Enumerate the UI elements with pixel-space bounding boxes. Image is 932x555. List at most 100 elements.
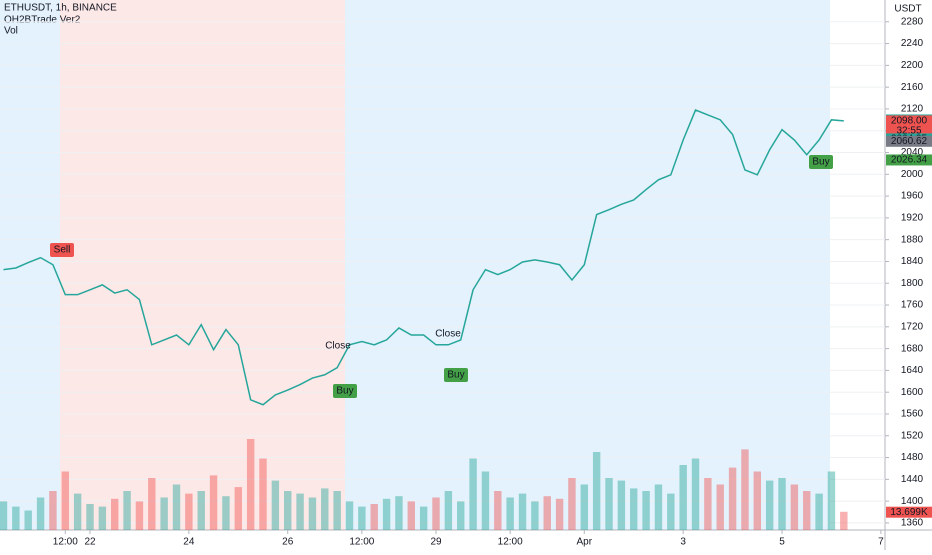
volume-bar	[679, 465, 687, 530]
volume-bar	[49, 491, 57, 530]
volume-bar	[592, 452, 601, 530]
volume-bar	[36, 497, 45, 530]
y-tick-label: 1480	[901, 452, 924, 463]
price-label: 13.699K	[890, 507, 928, 518]
volume-bar	[321, 488, 329, 530]
price-label: 2026.34	[891, 155, 928, 166]
volume-bar	[642, 491, 650, 530]
price-label-sub: 32:55	[896, 126, 921, 137]
volume-bar	[358, 506, 366, 530]
volume-bar	[111, 498, 119, 530]
bg-zone	[60, 0, 345, 530]
x-tick-label: 22	[84, 537, 96, 548]
volume-bar	[296, 493, 304, 530]
indicator: OH2BTrade Ver2	[4, 15, 81, 26]
price-label: 2098.00	[891, 116, 928, 127]
volume-bar	[765, 480, 774, 530]
y-tick-label: 2240	[901, 38, 924, 49]
volume-bar	[444, 491, 453, 530]
price-label-bg	[886, 115, 932, 138]
volume-bar	[803, 491, 811, 530]
volume-bar	[667, 493, 675, 530]
y-tick-label: 1600	[901, 387, 924, 398]
signal-label: Buy	[336, 386, 353, 397]
volume-bar	[543, 496, 551, 530]
bg-zone	[0, 0, 60, 530]
y-tick-label: 2040	[901, 147, 924, 158]
signal-label: Buy	[447, 370, 464, 381]
y-tick-label: 1440	[901, 474, 924, 485]
x-tick-label: 24	[183, 537, 195, 548]
bg-zone	[345, 0, 830, 530]
y-tick-label: 2120	[901, 104, 924, 115]
y-tick-label: 1680	[901, 343, 924, 354]
y-tick-label: 1360	[901, 518, 924, 529]
volume-bar	[691, 458, 700, 530]
volume-bar	[494, 491, 502, 530]
indicator: Vol	[4, 26, 18, 37]
volume-bar	[506, 497, 514, 530]
x-tick-label: 26	[282, 537, 294, 548]
x-tick-label: 12:00	[498, 537, 523, 548]
volume-bar	[123, 491, 131, 530]
volume-bar	[432, 497, 440, 530]
volume-bar	[73, 493, 82, 530]
x-tick-label: 5	[779, 537, 785, 548]
y-tick-label: 1880	[901, 234, 924, 245]
volume-bar	[395, 496, 403, 530]
volume-bar	[531, 501, 539, 530]
volume-bar	[580, 484, 589, 530]
signal-label: Sell	[54, 245, 71, 256]
volume-bar	[246, 439, 255, 530]
volume-bar	[407, 501, 416, 530]
y-tick-label: 2000	[901, 169, 924, 180]
price-label-bg	[886, 154, 932, 166]
signal-badge	[50, 243, 74, 257]
volume-bar	[457, 501, 465, 530]
volume-bar	[419, 506, 428, 530]
price-label: 2060.62	[891, 136, 928, 147]
volume-bar	[234, 487, 243, 530]
y-tick-label: 1720	[901, 321, 924, 332]
chart-title: ETHUSDT, 1h, BINANCE	[4, 3, 117, 14]
volume-bar	[160, 497, 168, 530]
signal-badge	[809, 155, 833, 169]
y-tick-label: 2200	[901, 60, 924, 71]
x-tick-label: 29	[430, 537, 442, 548]
volume-bar	[630, 488, 638, 530]
volume-bar	[61, 471, 69, 530]
volume-bar	[345, 501, 354, 530]
price-label-bg	[886, 135, 932, 147]
volume-bar	[197, 491, 205, 530]
volume-bar	[370, 504, 378, 530]
volume-bar	[728, 467, 737, 530]
y-tick-label: 1920	[901, 213, 924, 224]
x-tick-label: 12:00	[53, 537, 78, 548]
y-tick-label: 1640	[901, 365, 924, 376]
volume-bar	[259, 458, 267, 530]
volume-bar	[716, 484, 724, 530]
volume-bar	[308, 497, 317, 530]
price-line	[3, 109, 844, 406]
volume-bar	[333, 491, 341, 530]
x-tick-label: 7	[878, 537, 884, 548]
volume-bar	[617, 480, 626, 530]
y-tick-label: 2280	[901, 16, 924, 27]
volume-bar	[568, 478, 576, 530]
signal-badge	[444, 368, 468, 382]
x-tick-label: 12:00	[349, 537, 374, 548]
volume-bar	[704, 478, 712, 530]
volume-bar	[135, 501, 144, 530]
signal-badge	[333, 384, 357, 398]
volume-bar	[86, 504, 94, 530]
price-label-bg	[886, 506, 932, 518]
currency: USDT	[894, 4, 921, 15]
volume-bar	[778, 478, 786, 530]
volume-bar	[98, 506, 107, 530]
y-tick-label: 1400	[901, 496, 924, 507]
volume-bar	[148, 478, 156, 530]
volume-bar	[271, 480, 280, 530]
y-tick-label: 1560	[901, 409, 924, 420]
y-tick-label: 1960	[901, 191, 924, 202]
